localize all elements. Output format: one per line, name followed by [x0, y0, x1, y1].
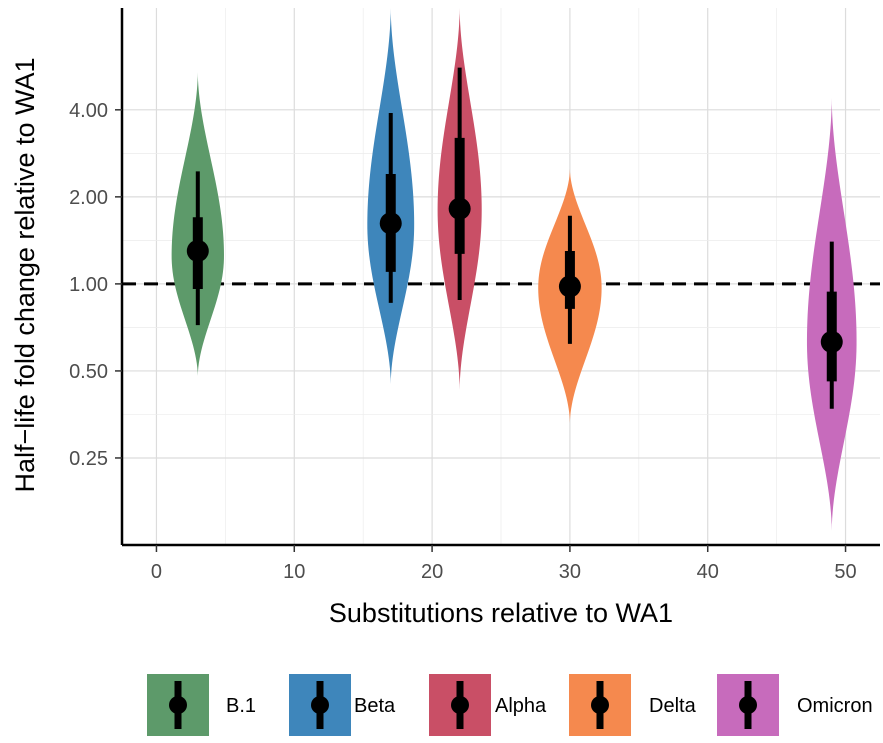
violin-layer — [171, 8, 857, 531]
y-tick-label: 1.00 — [69, 274, 108, 296]
x-tick-label: 50 — [834, 561, 856, 583]
violin-group — [367, 8, 415, 385]
y-tick-label: 2.00 — [69, 187, 108, 209]
x-tick-label: 10 — [283, 561, 305, 583]
y-tick-label: 0.50 — [69, 361, 108, 383]
legend-point — [311, 696, 329, 714]
median-point — [186, 239, 209, 262]
x-tick-label: 40 — [697, 561, 719, 583]
violin-group — [538, 168, 602, 424]
legend-item: Alpha — [429, 674, 547, 736]
median-point — [379, 212, 402, 235]
legend-label: B.1 — [226, 695, 256, 717]
legend-point — [739, 696, 757, 714]
legend-label: Beta — [354, 695, 396, 717]
median-point — [558, 275, 581, 298]
legend-label: Omicron — [797, 695, 873, 717]
legend-point — [169, 696, 187, 714]
grid-layer — [122, 8, 880, 545]
legend-item: Delta — [569, 674, 697, 736]
median-point — [820, 330, 843, 353]
y-axis-title: Half−life fold change relative to WA1 — [10, 58, 40, 493]
violin-group — [437, 8, 482, 390]
y-tick-label: 4.00 — [69, 100, 108, 122]
legend-item: B.1 — [147, 674, 256, 736]
legend-point — [591, 696, 609, 714]
violin-group — [806, 97, 857, 531]
x-tick-label: 30 — [559, 561, 581, 583]
legend: B.1 Beta Alpha Delta Omicron — [147, 674, 873, 736]
axis-layer: 0 10 20 30 40 50 0.25 0.50 1.00 2.00 4.00 — [69, 8, 880, 583]
x-tick-label: 20 — [421, 561, 443, 583]
y-tick-label: 0.25 — [69, 448, 108, 470]
median-point — [448, 197, 471, 220]
legend-label: Delta — [649, 695, 697, 717]
violin-group — [171, 72, 224, 377]
legend-point — [451, 696, 469, 714]
x-axis-title: Substitutions relative to WA1 — [329, 598, 673, 628]
x-tick-label: 0 — [151, 561, 162, 583]
legend-item: Beta — [289, 674, 396, 736]
legend-item: Omicron — [717, 674, 873, 736]
legend-label: Alpha — [495, 695, 547, 717]
